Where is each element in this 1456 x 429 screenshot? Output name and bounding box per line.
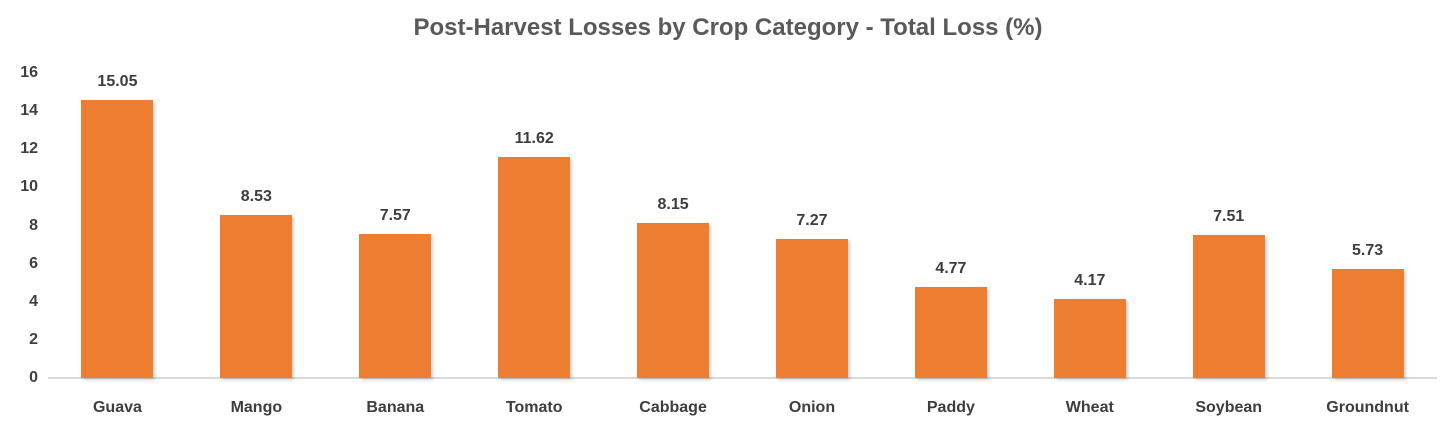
bar	[637, 222, 710, 378]
x-axis-category-label: Soybean	[1195, 399, 1263, 416]
bar	[1053, 298, 1126, 378]
bar-value-label: 5.73	[1352, 241, 1384, 259]
bar-group: 15.05 Guava	[48, 73, 187, 416]
y-axis-tick-label: 10	[20, 178, 38, 196]
y-axis-tick-label: 0	[29, 369, 38, 386]
bar-value-label: 15.05	[97, 73, 138, 90]
bar-group: 7.27 Onion	[743, 73, 882, 416]
y-axis-tick-label: 8	[29, 216, 38, 234]
x-axis-category-label: Onion	[788, 399, 836, 416]
x-axis-line	[48, 377, 1437, 379]
bar-group: 7.57 Banana	[326, 73, 465, 416]
x-axis-category-label: Groundnut	[1326, 399, 1409, 416]
bar	[498, 156, 571, 378]
y-axis-tick-label: 12	[20, 140, 38, 158]
x-axis-category-label: Guava	[92, 399, 142, 416]
bar-value-label: 8.53	[240, 188, 272, 206]
bar	[359, 233, 432, 378]
x-axis-category-label: Wheat	[1065, 399, 1114, 416]
bar-group: 5.73 Groundnut	[1298, 73, 1437, 416]
bar-value-label: 11.62	[514, 129, 554, 147]
y-axis-tick-label: 6	[29, 254, 38, 272]
x-axis-category-label: Tomato	[505, 399, 563, 416]
bar-value-label: 7.57	[379, 206, 411, 224]
bar-value-label: 8.15	[657, 195, 689, 213]
bar-group: 7.51 Soybean	[1159, 73, 1298, 416]
bar-group: 11.62 Tomato	[465, 73, 604, 416]
chart-title: Post-Harvest Losses by Crop Category - T…	[413, 14, 1043, 41]
bar	[775, 239, 848, 378]
bar-group: 8.53 Mango	[187, 73, 326, 416]
bar-group: 4.17 Wheat	[1020, 73, 1159, 416]
bar	[1331, 268, 1404, 378]
y-axis-tick-label: 14	[20, 102, 38, 120]
x-axis-category-label: Mango	[230, 399, 283, 416]
bar-group: 8.15 Cabbage	[604, 73, 743, 416]
y-axis-tick-label: 4	[29, 292, 38, 310]
bar	[914, 287, 987, 378]
x-axis-category-label: Cabbage	[639, 399, 707, 416]
x-axis-category-label: Banana	[366, 399, 425, 416]
bar-value-label: 7.51	[1213, 207, 1245, 225]
bar-value-label: 4.77	[935, 260, 967, 278]
bars-container: 15.05 Guava 8.53 Mango 7.57 Banana 11.62 Tomato…	[48, 73, 1437, 416]
bar	[81, 100, 154, 378]
bar	[220, 215, 293, 378]
bar	[1192, 234, 1265, 378]
x-axis-category-label: Paddy	[926, 399, 975, 416]
bar-group: 4.77 Paddy	[881, 73, 1020, 416]
y-axis-tick-label: 16	[20, 64, 38, 81]
bar-value-label: 4.17	[1074, 271, 1106, 289]
y-axis-tick-label: 2	[29, 330, 38, 348]
bar-value-label: 7.27	[796, 212, 828, 230]
